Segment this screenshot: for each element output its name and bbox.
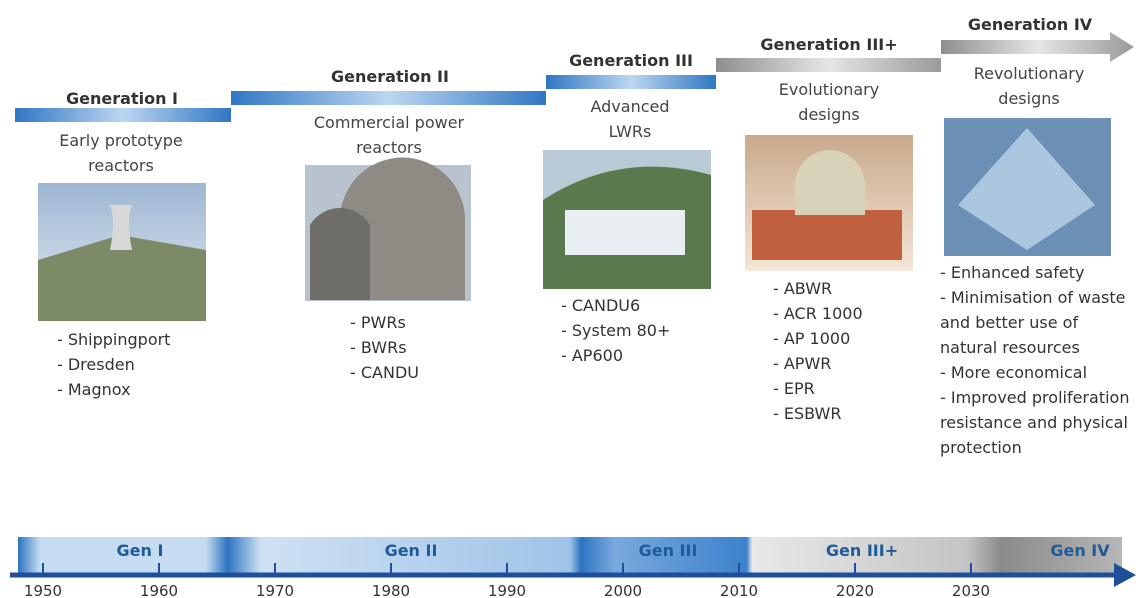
arrowhead (1114, 563, 1136, 587)
description-line: designs (779, 102, 879, 127)
item: - ACR 1000 (773, 301, 933, 326)
tower (110, 205, 132, 250)
item-list: - ABWR- ACR 1000- AP 1000- APWR- EPR- ES… (773, 276, 933, 426)
item: - BWRs (350, 335, 510, 360)
bar (546, 75, 716, 89)
band-label: Gen III (639, 538, 698, 563)
item-list: - CANDU6- System 80+- AP600 (561, 293, 721, 368)
generation-title: Generation I (66, 86, 178, 111)
description-line: Advanced (590, 94, 669, 119)
year-label: 1960 (140, 579, 178, 598)
item: - APWR (773, 351, 933, 376)
buildings (752, 210, 902, 260)
item-list: - Enhanced safety- Minimisation of waste… (940, 260, 1134, 460)
item: - Enhanced safety (940, 260, 1134, 285)
item: - AP600 (561, 343, 721, 368)
item: - Magnox (57, 377, 227, 402)
item: - PWRs (350, 310, 510, 335)
timeline-bar (18, 537, 1122, 573)
item: - AP 1000 (773, 326, 933, 351)
year-label: 2020 (836, 579, 874, 598)
generation-title: Generation III (569, 48, 693, 73)
description-line: Early prototype (59, 128, 182, 153)
diagram: Generation IEarly prototypereactors- Shi… (0, 0, 1136, 598)
year-label: 2000 (604, 579, 642, 598)
item-list: - PWRs- BWRs- CANDU (350, 310, 510, 385)
item: - CANDU (350, 360, 510, 385)
item: - System 80+ (561, 318, 721, 343)
year-label: 2010 (720, 579, 758, 598)
item: - Shippingport (57, 327, 227, 352)
band-label: Gen I (117, 538, 164, 563)
generation-title: Generation II (331, 64, 449, 89)
description-line: Revolutionary (974, 61, 1085, 86)
description-line: LWRs (590, 119, 669, 144)
bar (716, 58, 941, 72)
item: - Minimisation of waste and better use o… (940, 285, 1134, 360)
year-label: 1990 (488, 579, 526, 598)
item: - ABWR (773, 276, 933, 301)
description-line: Evolutionary (779, 77, 879, 102)
item: - Dresden (57, 352, 227, 377)
band-label: Gen III+ (826, 538, 898, 563)
header-bars (15, 32, 1134, 122)
item: - Improved proliferation resistance and … (940, 385, 1134, 460)
item: - More economical (940, 360, 1134, 385)
year-label: 2030 (952, 579, 990, 598)
band-label: Gen II (385, 538, 438, 563)
year-label: 1980 (372, 579, 410, 598)
plant (565, 210, 685, 255)
year-label: 1970 (256, 579, 294, 598)
description-line: designs (974, 86, 1085, 111)
description-line: reactors (59, 153, 182, 178)
item: - CANDU6 (561, 293, 721, 318)
description-line: reactors (314, 135, 464, 160)
item: - EPR (773, 376, 933, 401)
bar (231, 91, 546, 105)
item-list: - Shippingport- Dresden- Magnox (57, 327, 227, 402)
band-label: Gen IV (1050, 538, 1109, 563)
generation-title: Generation III+ (760, 32, 897, 57)
item: - ESBWR (773, 401, 933, 426)
dome (310, 208, 370, 300)
description-line: Commercial power (314, 110, 464, 135)
generation-title: Generation IV (968, 12, 1092, 37)
year-label: 1950 (24, 579, 62, 598)
